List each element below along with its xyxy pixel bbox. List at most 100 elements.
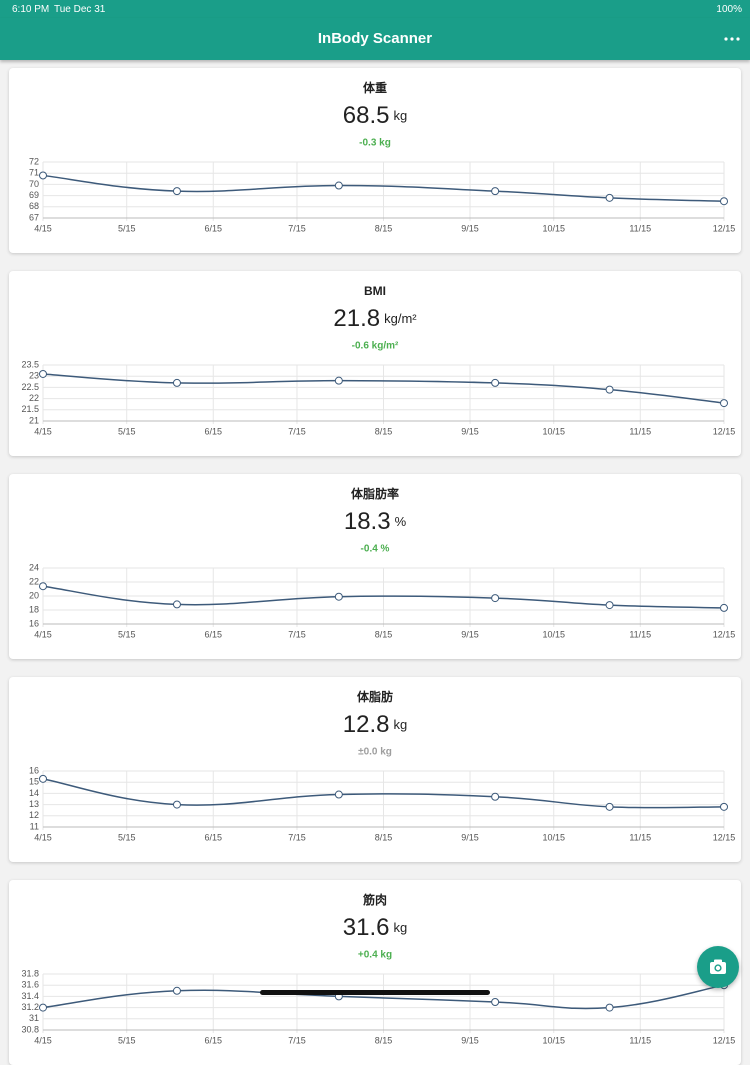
x-tick-label: 7/15 xyxy=(288,223,306,233)
y-tick-label: 71 xyxy=(29,168,39,178)
x-tick-label: 11/15 xyxy=(629,629,651,639)
metric-value-row: 18.3% xyxy=(344,508,407,535)
data-line xyxy=(42,778,725,809)
camera-icon xyxy=(710,959,726,974)
metric-value-row: 12.8 kg xyxy=(343,711,407,738)
data-point xyxy=(334,592,343,601)
camera-button[interactable] xyxy=(697,946,739,988)
data-point xyxy=(172,187,181,196)
metric-change: -0.4 % xyxy=(361,544,390,555)
data-point xyxy=(605,601,614,610)
x-tick-label: 10/15 xyxy=(542,832,565,842)
y-tick-label: 31.8 xyxy=(21,968,39,978)
x-tick-label: 12/15 xyxy=(713,832,736,842)
data-point xyxy=(720,802,728,811)
x-tick-label: 5/15 xyxy=(118,223,136,233)
y-tick-label: 20 xyxy=(29,590,39,600)
x-tick-label: 12/15 xyxy=(713,426,736,436)
y-tick-label: 69 xyxy=(29,190,39,200)
x-tick-label: 8/15 xyxy=(375,629,393,639)
metric-card: 体重 68.5 kg -0.3 kg 67 68 69 70 71 72 4/15 5/15 6/15 7… xyxy=(9,68,741,253)
x-tick-label: 4/15 xyxy=(34,832,52,842)
x-tick-label: 9/15 xyxy=(461,629,479,639)
status-bar: 6:10 PM Tue Dec 31 100% xyxy=(0,0,750,18)
x-tick-label: 12/15 xyxy=(713,223,736,233)
app-bar: InBody Scanner xyxy=(0,18,750,60)
x-tick-label: 6/15 xyxy=(204,832,222,842)
x-tick-label: 4/15 xyxy=(34,426,52,436)
metric-value-row: 68.5 kg xyxy=(343,102,407,129)
data-point xyxy=(720,399,728,408)
y-tick-label: 22 xyxy=(29,393,39,403)
y-tick-label: 70 xyxy=(29,179,39,189)
data-point xyxy=(605,385,614,394)
chart: 体脂肪率 18.3 % -0.4 % 16 18 20 22 24 4/15 5/15 6/15 7/1… xyxy=(29,486,736,639)
data-point xyxy=(39,1003,47,1012)
data-point xyxy=(605,802,614,811)
data-point xyxy=(172,600,181,609)
metric-card: BMI 21.8 kg/m² -0.6 kg/m² 21 21.5 22 22.5 23 23.5… xyxy=(9,271,741,456)
y-tick-label: 22 xyxy=(29,576,39,586)
y-tick-label: 11 xyxy=(30,821,39,831)
x-tick-label: 10/15 xyxy=(542,223,565,233)
data-point xyxy=(39,369,47,378)
y-tick-label: 31.6 xyxy=(21,980,39,990)
y-tick-label: 30.8 xyxy=(21,1024,39,1034)
y-tick-label: 16 xyxy=(29,618,39,628)
x-tick-label: 5/15 xyxy=(118,629,136,639)
data-point xyxy=(172,800,181,809)
x-tick-label: 11/15 xyxy=(629,1035,651,1045)
menu-button[interactable] xyxy=(722,34,742,44)
app-title: InBody Scanner xyxy=(317,30,433,47)
metric-change: -0.3 kg xyxy=(359,138,391,149)
metric-unit: kg/m² xyxy=(384,311,417,326)
metric-change: -0.6 kg/m² xyxy=(352,341,399,352)
x-tick-label: 7/15 xyxy=(288,629,306,639)
metric-title: BMI xyxy=(364,284,386,298)
data-point xyxy=(720,603,728,612)
metric-value: 31.6 xyxy=(343,914,390,941)
metric-card: 体脂肪率 18.3% -0.4 % 16 18 20 22 24 4/15 5/15 6/15 7/1… xyxy=(9,474,741,659)
data-line xyxy=(42,585,725,609)
data-point xyxy=(605,1003,614,1012)
x-tick-label: 9/15 xyxy=(461,1035,479,1045)
x-tick-label: 12/15 xyxy=(713,629,736,639)
metric-title: 体重 xyxy=(363,80,387,95)
x-tick-label: 11/15 xyxy=(629,426,651,436)
y-tick-label: 31 xyxy=(29,1013,39,1023)
x-tick-label: 8/15 xyxy=(375,426,393,436)
x-tick-label: 10/15 xyxy=(542,1035,565,1045)
x-tick-label: 8/15 xyxy=(375,1035,393,1045)
metric-value-row: 21.8 kg/m² xyxy=(333,305,417,332)
data-line xyxy=(42,373,725,404)
x-tick-label: 4/15 xyxy=(34,629,52,639)
x-tick-label: 7/15 xyxy=(288,1035,306,1045)
x-tick-label: 4/15 xyxy=(34,1035,52,1045)
data-point xyxy=(334,790,343,799)
y-tick-label: 13 xyxy=(29,799,39,809)
data-point xyxy=(39,774,47,783)
status-battery: 100% xyxy=(716,4,742,15)
y-tick-label: 67 xyxy=(29,212,39,222)
x-tick-label: 5/15 xyxy=(118,832,136,842)
x-tick-label: 10/15 xyxy=(542,629,565,639)
x-tick-label: 4/15 xyxy=(34,223,52,233)
data-point xyxy=(491,792,500,801)
metric-change: +0.4 kg xyxy=(358,950,392,961)
data-point xyxy=(334,181,343,190)
y-tick-label: 68 xyxy=(29,201,39,211)
data-point xyxy=(720,197,728,206)
data-point xyxy=(491,187,500,196)
data-point xyxy=(334,376,343,385)
data-point xyxy=(605,193,614,202)
x-tick-label: 9/15 xyxy=(461,426,479,436)
metric-card: 筋肉 31.6 kg +0.4 kg 30.8 31 31.2 31.4 31.6 31.8 4/1… xyxy=(9,880,741,1065)
y-tick-label: 23 xyxy=(29,371,39,381)
status-time: 6:10 PM xyxy=(12,4,50,15)
metric-title: 体脂肪率 xyxy=(351,486,399,501)
